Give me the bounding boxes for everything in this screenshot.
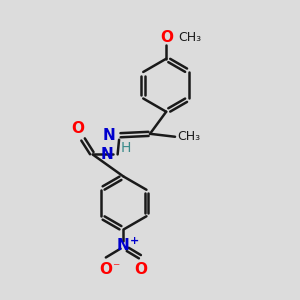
- Text: +: +: [129, 236, 139, 246]
- Text: CH₃: CH₃: [178, 31, 202, 44]
- Text: N: N: [102, 128, 115, 143]
- Text: O: O: [99, 262, 112, 277]
- Text: N: N: [117, 238, 130, 253]
- Text: O: O: [160, 30, 173, 45]
- Text: O: O: [71, 121, 84, 136]
- Text: ⁻: ⁻: [112, 261, 120, 275]
- Text: N: N: [101, 147, 113, 162]
- Text: H: H: [121, 141, 131, 154]
- Text: CH₃: CH₃: [177, 130, 200, 143]
- Text: O: O: [135, 262, 148, 277]
